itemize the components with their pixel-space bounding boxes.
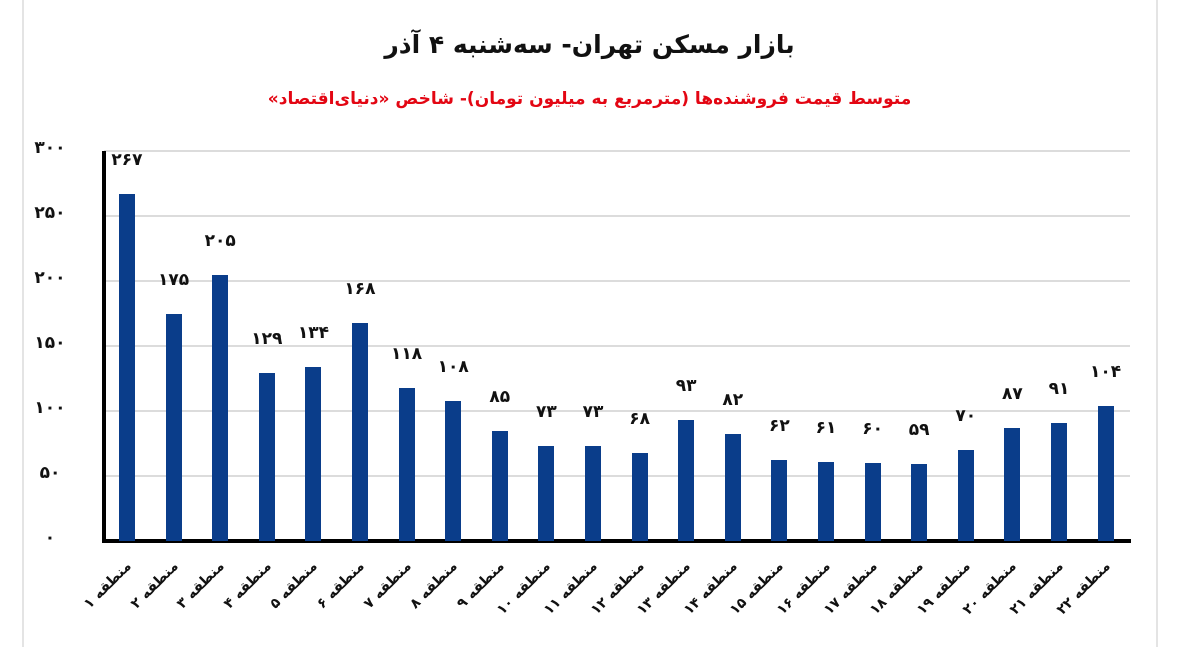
bar [119,193,135,541]
bar [864,463,881,541]
bar-value-label: ۱۷۵ [158,269,190,290]
bar-value-label: ۹۱ [1048,378,1070,399]
bar-value-label: ۸۷ [1002,383,1023,404]
bar-value-label: ۱۰۴ [1090,361,1122,382]
y-tick-label: ۱۰۰ [34,398,66,418]
bar [631,452,648,541]
bar [1097,405,1114,541]
bar [585,446,601,541]
bar-value-label: ۸۵ [489,386,511,407]
bar-value-label: ۸۲ [722,390,744,411]
gridline [104,280,1130,282]
bar [445,400,462,541]
bar-value-label: ۶۰ [862,419,883,439]
bar [771,460,788,541]
gridline [104,150,1130,152]
bar [398,387,415,541]
bar-value-label: ۷۳ [582,402,604,423]
bar-value-label: ۷۳ [536,402,557,423]
chart-title: بازار مسکن تهران- سه‌شنبه ۴ آذر [384,30,795,59]
y-tick-label: ۵۰ [39,463,61,483]
bar-value-label: ۶۱ [815,417,837,438]
gridline [104,345,1130,347]
bar [538,446,555,541]
bar [818,461,834,541]
y-tick-label: ۰ [44,528,56,548]
bar [258,373,275,541]
frame-border-left [22,0,24,647]
bar-value-label: ۷۰ [955,406,977,426]
bar-value-label: ۲۶۷ [111,150,143,170]
bar-value-label: ۲۰۵ [204,230,236,251]
gridline [104,475,1130,477]
y-tick-label: ۲۵۰ [34,203,66,223]
bar-value-label: ۱۰۸ [437,356,469,377]
bar [165,313,182,541]
gridline [104,215,1130,217]
frame-border-right [1156,0,1158,647]
y-tick-label: ۳۰۰ [34,138,66,158]
bar [1004,427,1021,541]
bar-value-label: ۵۹ [908,420,930,441]
bar-value-label: ۱۱۸ [391,343,423,364]
bar [678,420,695,541]
bar [957,450,974,541]
x-axis-line [102,539,1131,543]
y-tick-label: ۲۰۰ [34,268,66,288]
bar [305,366,322,541]
bar-value-label: ۹۳ [675,376,697,397]
bar [911,464,928,541]
bar-value-label: ۶۲ [769,416,790,437]
bar-value-label: ۱۲۹ [251,329,283,350]
bar [724,434,741,541]
bar-value-label: ۱۳۴ [297,322,329,343]
bar-value-label: ۱۶۸ [344,278,376,299]
bar [352,322,368,541]
chart-subtitle: متوسط قیمت فروشنده‌ها (مترمربع به میلیون… [267,89,912,109]
gridline [104,410,1130,412]
bar [212,274,229,541]
y-axis-line [102,151,106,543]
bar-value-label: ۶۸ [629,408,650,429]
bar [491,430,508,541]
bar [1051,422,1067,541]
y-tick-label: ۱۵۰ [34,333,66,353]
